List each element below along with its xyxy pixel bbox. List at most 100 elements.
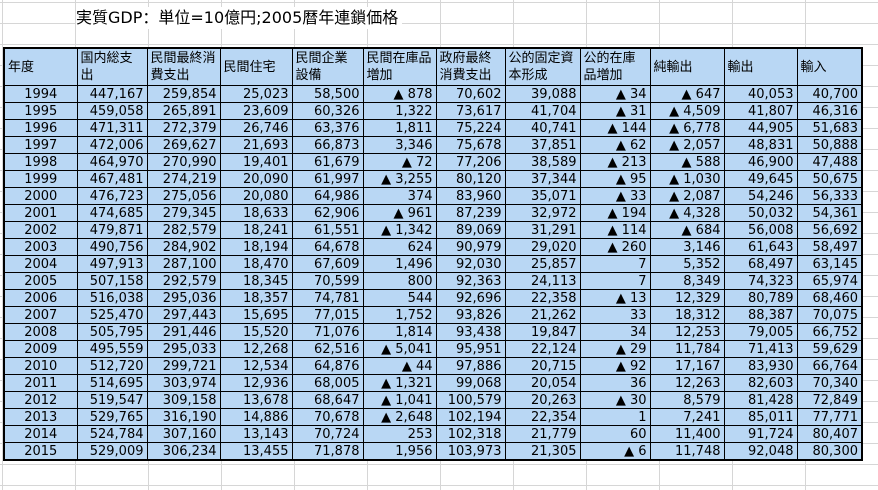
value-cell[interactable]: 73,617 <box>435 102 506 120</box>
year-cell[interactable]: 2008 <box>3 323 78 341</box>
value-cell[interactable]: 32,972 <box>504 204 581 222</box>
value-cell[interactable]: 14,886 <box>219 408 293 426</box>
value-cell[interactable]: ▲ 72 <box>362 153 437 171</box>
value-cell[interactable]: ▲ 194 <box>579 204 651 222</box>
value-cell[interactable]: ▲ 260 <box>579 238 651 256</box>
value-cell[interactable]: 80,120 <box>435 170 506 188</box>
value-cell[interactable]: 40,053 <box>723 85 798 103</box>
value-cell[interactable]: 25,857 <box>504 255 581 273</box>
year-cell[interactable]: 2000 <box>3 187 78 205</box>
value-cell[interactable]: 505,795 <box>76 323 148 341</box>
value-cell[interactable]: 103,973 <box>435 442 506 461</box>
value-cell[interactable]: 479,871 <box>76 221 148 239</box>
value-cell[interactable]: 71,413 <box>723 340 798 358</box>
year-cell[interactable]: 1997 <box>3 136 78 154</box>
value-cell[interactable]: 525,470 <box>76 306 148 324</box>
column-header[interactable]: 純輸出 <box>649 47 725 86</box>
value-cell[interactable]: 519,547 <box>76 391 148 409</box>
value-cell[interactable]: 19,401 <box>219 153 293 171</box>
value-cell[interactable]: 472,006 <box>76 136 148 154</box>
value-cell[interactable]: 58,500 <box>291 85 364 103</box>
year-cell[interactable]: 2001 <box>3 204 78 222</box>
value-cell[interactable]: ▲ 684 <box>649 221 725 239</box>
value-cell[interactable]: ▲ 2,648 <box>362 408 437 426</box>
value-cell[interactable]: ▲ 13 <box>579 289 651 307</box>
value-cell[interactable]: 87,239 <box>435 204 506 222</box>
value-cell[interactable]: 46,900 <box>723 153 798 171</box>
column-header[interactable]: 民間在庫品増加 <box>362 47 437 86</box>
value-cell[interactable]: 18,633 <box>219 204 293 222</box>
value-cell[interactable]: 63,145 <box>796 255 863 273</box>
year-cell[interactable]: 2009 <box>3 340 78 358</box>
year-cell[interactable]: 1994 <box>3 85 78 103</box>
value-cell[interactable]: 75,224 <box>435 119 506 137</box>
value-cell[interactable]: 1,956 <box>362 442 437 461</box>
column-header[interactable]: 輸出 <box>723 47 798 86</box>
value-cell[interactable]: ▲ 647 <box>649 85 725 103</box>
value-cell[interactable]: 60 <box>579 425 651 443</box>
value-cell[interactable]: ▲ 92 <box>579 357 651 375</box>
value-cell[interactable]: ▲ 961 <box>362 204 437 222</box>
value-cell[interactable]: 20,090 <box>219 170 293 188</box>
value-cell[interactable]: 89,069 <box>435 221 506 239</box>
value-cell[interactable]: 282,579 <box>146 221 221 239</box>
value-cell[interactable]: 800 <box>362 272 437 290</box>
value-cell[interactable]: 83,930 <box>723 357 798 375</box>
value-cell[interactable]: 1,811 <box>362 119 437 137</box>
value-cell[interactable]: 253 <box>362 425 437 443</box>
value-cell[interactable]: 529,009 <box>76 442 148 461</box>
value-cell[interactable]: 50,032 <box>723 204 798 222</box>
value-cell[interactable]: 77,206 <box>435 153 506 171</box>
value-cell[interactable]: 295,036 <box>146 289 221 307</box>
value-cell[interactable]: ▲ 213 <box>579 153 651 171</box>
value-cell[interactable]: 12,253 <box>649 323 725 341</box>
value-cell[interactable]: 269,627 <box>146 136 221 154</box>
value-cell[interactable]: 15,520 <box>219 323 293 341</box>
year-cell[interactable]: 2002 <box>3 221 78 239</box>
value-cell[interactable]: ▲ 6 <box>579 442 651 461</box>
value-cell[interactable]: 44,905 <box>723 119 798 137</box>
value-cell[interactable]: ▲ 144 <box>579 119 651 137</box>
value-cell[interactable]: ▲ 1,342 <box>362 221 437 239</box>
value-cell[interactable]: ▲ 3,255 <box>362 170 437 188</box>
value-cell[interactable]: 51,683 <box>796 119 863 137</box>
year-cell[interactable]: 2011 <box>3 374 78 392</box>
year-cell[interactable]: 1995 <box>3 102 78 120</box>
value-cell[interactable]: 279,345 <box>146 204 221 222</box>
value-cell[interactable]: 13,143 <box>219 425 293 443</box>
value-cell[interactable]: 303,974 <box>146 374 221 392</box>
value-cell[interactable]: 60,326 <box>291 102 364 120</box>
value-cell[interactable]: 18,345 <box>219 272 293 290</box>
value-cell[interactable]: 1,322 <box>362 102 437 120</box>
value-cell[interactable]: 26,746 <box>219 119 293 137</box>
value-cell[interactable]: 22,124 <box>504 340 581 358</box>
value-cell[interactable]: 274,219 <box>146 170 221 188</box>
value-cell[interactable]: 62,516 <box>291 340 364 358</box>
value-cell[interactable]: 80,407 <box>796 425 863 443</box>
value-cell[interactable]: ▲ 878 <box>362 85 437 103</box>
value-cell[interactable]: 1,752 <box>362 306 437 324</box>
value-cell[interactable]: 56,333 <box>796 187 863 205</box>
value-cell[interactable]: 8,349 <box>649 272 725 290</box>
value-cell[interactable]: 21,779 <box>504 425 581 443</box>
value-cell[interactable]: 265,891 <box>146 102 221 120</box>
value-cell[interactable]: 18,357 <box>219 289 293 307</box>
value-cell[interactable]: 48,831 <box>723 136 798 154</box>
value-cell[interactable]: 497,913 <box>76 255 148 273</box>
value-cell[interactable]: 29,020 <box>504 238 581 256</box>
value-cell[interactable]: 92,048 <box>723 442 798 461</box>
value-cell[interactable]: 3,346 <box>362 136 437 154</box>
value-cell[interactable]: 80,300 <box>796 442 863 461</box>
value-cell[interactable]: 46,316 <box>796 102 863 120</box>
value-cell[interactable]: 59,629 <box>796 340 863 358</box>
value-cell[interactable]: 284,902 <box>146 238 221 256</box>
value-cell[interactable]: 474,685 <box>76 204 148 222</box>
value-cell[interactable]: 80,789 <box>723 289 798 307</box>
value-cell[interactable]: 297,443 <box>146 306 221 324</box>
value-cell[interactable]: 292,579 <box>146 272 221 290</box>
value-cell[interactable]: 3,146 <box>649 238 725 256</box>
value-cell[interactable]: 79,005 <box>723 323 798 341</box>
value-cell[interactable]: 54,361 <box>796 204 863 222</box>
year-cell[interactable]: 1998 <box>3 153 78 171</box>
value-cell[interactable]: 299,721 <box>146 357 221 375</box>
